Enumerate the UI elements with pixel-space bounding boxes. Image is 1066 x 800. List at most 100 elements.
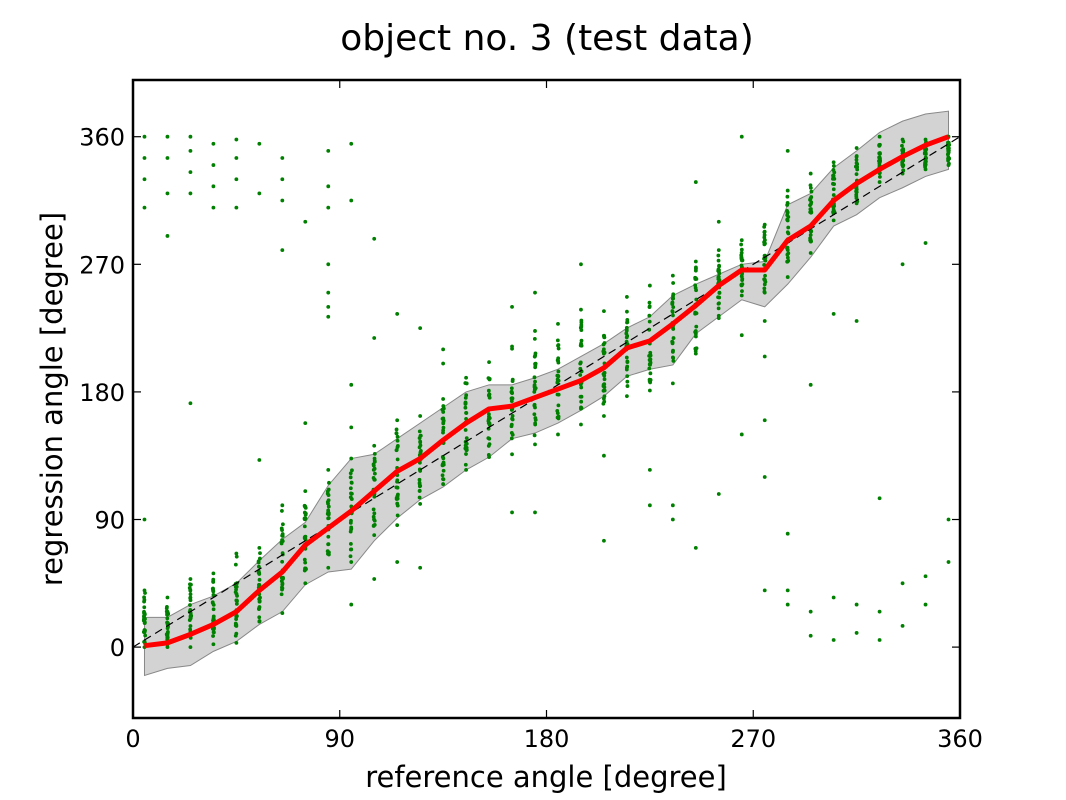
sample-point	[647, 313, 652, 318]
sample-point	[142, 605, 147, 610]
sample-point	[303, 566, 308, 571]
outlier-point	[854, 631, 859, 635]
sample-point	[234, 598, 239, 603]
outlier-point	[900, 581, 905, 586]
sample-point	[188, 645, 193, 650]
sample-point	[440, 473, 445, 478]
sample-point	[532, 412, 537, 417]
sample-point	[854, 172, 859, 177]
outlier-point	[418, 326, 423, 331]
sample-point	[303, 517, 307, 522]
sample-point	[464, 436, 469, 441]
sample-point	[809, 195, 814, 199]
sample-point	[532, 375, 537, 380]
outlier-point	[326, 304, 331, 309]
outlier-point	[946, 517, 951, 522]
outlier-point	[923, 602, 928, 607]
sample-point	[349, 456, 354, 461]
sample-point	[602, 414, 606, 418]
sample-point	[624, 355, 629, 360]
sample-point	[326, 501, 330, 506]
outlier-point	[900, 262, 905, 267]
sample-point	[165, 633, 169, 638]
sample-point	[211, 607, 216, 612]
sample-point	[280, 522, 285, 527]
sample-point	[486, 388, 491, 393]
sample-point	[302, 524, 307, 529]
sample-point	[463, 446, 468, 451]
sample-point	[211, 579, 216, 584]
mean-line	[144, 134, 950, 649]
outlier-point	[280, 248, 285, 253]
sample-point	[579, 399, 584, 404]
sample-point	[579, 307, 583, 312]
sample-point	[624, 331, 629, 336]
sample-point	[533, 418, 538, 422]
sample-point	[257, 577, 262, 582]
sample-point	[235, 593, 239, 598]
sample-point	[302, 510, 307, 515]
sample-point	[854, 157, 859, 162]
sample-point	[762, 229, 767, 234]
sample-point	[510, 391, 515, 396]
sample-point	[762, 282, 767, 287]
sample-point	[739, 238, 744, 243]
outlier-point	[716, 219, 721, 224]
sample-point	[923, 167, 928, 172]
outlier-point	[142, 205, 147, 210]
sample-point	[234, 640, 239, 645]
outlier-point	[211, 184, 216, 189]
outlier-point	[372, 577, 377, 581]
sample-point	[624, 365, 629, 370]
sample-point	[877, 134, 882, 139]
sample-point	[831, 218, 836, 223]
sample-point	[326, 512, 331, 517]
outlier-point	[923, 241, 928, 245]
sample-point	[257, 615, 262, 620]
sample-point	[555, 338, 560, 343]
sample-point	[372, 533, 377, 538]
sample-point	[647, 283, 652, 288]
outlier-point	[785, 602, 790, 607]
sample-point	[556, 432, 560, 437]
sample-point	[717, 295, 722, 300]
sample-point	[671, 294, 675, 298]
outlier-point	[234, 156, 239, 160]
sample-point	[532, 403, 537, 408]
outlier-point	[372, 236, 377, 241]
sample-point	[372, 443, 377, 448]
sample-point	[418, 433, 423, 438]
sample-point	[142, 611, 146, 615]
sample-point	[256, 564, 261, 569]
sample-point	[142, 639, 146, 644]
sample-point	[945, 152, 950, 157]
outlier-point	[762, 418, 767, 423]
sample-point	[372, 511, 377, 516]
outlier-point	[831, 638, 836, 642]
sample-point	[417, 489, 422, 493]
sample-point	[901, 158, 906, 163]
sample-point	[371, 507, 376, 512]
sample-point	[165, 620, 170, 625]
sample-point	[256, 560, 261, 565]
sample-point	[785, 275, 790, 279]
sample-point	[464, 393, 469, 398]
sample-point	[625, 360, 630, 364]
outlier-point	[395, 312, 400, 316]
sample-point	[923, 161, 927, 166]
sample-point	[349, 547, 354, 552]
sample-point	[624, 328, 629, 333]
sample-point	[280, 503, 285, 508]
outlier-point	[326, 314, 331, 319]
sample-point	[326, 508, 331, 513]
sample-point	[326, 493, 331, 498]
sample-point	[211, 634, 215, 638]
sample-point	[234, 614, 239, 619]
sample-point	[188, 624, 193, 628]
sample-point	[785, 230, 790, 235]
sample-point	[854, 201, 859, 206]
outlier-point	[716, 492, 721, 496]
x-tick-label: 270	[730, 725, 776, 753]
sample-point	[487, 455, 491, 460]
sample-point	[464, 452, 468, 456]
